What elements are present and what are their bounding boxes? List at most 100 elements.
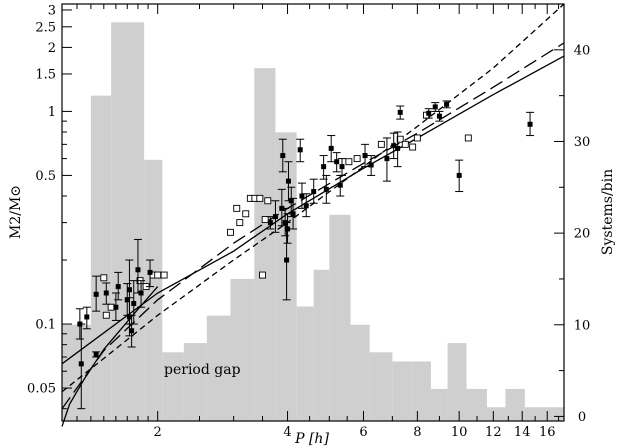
x-tick-label: 14 — [514, 425, 531, 440]
histogram-bar — [542, 407, 564, 421]
filled-square-point — [147, 269, 153, 275]
filled-square-point — [299, 193, 305, 199]
y2-axis-label: Systems/bin — [600, 169, 616, 255]
y2-tick-label: 40 — [574, 43, 591, 58]
y2-tick-label: 20 — [574, 227, 591, 242]
open-square-point — [464, 134, 472, 142]
histogram-bar — [430, 388, 448, 421]
filled-square-point — [93, 291, 99, 297]
fit-curve-solid — [61, 286, 159, 427]
filled-square-point — [395, 145, 401, 151]
histogram-bar — [254, 68, 276, 422]
filled-square-point — [131, 300, 137, 306]
histogram-bar — [296, 306, 314, 421]
open-square-point — [154, 271, 162, 279]
filled-square-point — [368, 162, 374, 168]
histogram-bar — [206, 315, 231, 421]
filled-square-point — [321, 164, 327, 170]
filled-square-point — [456, 172, 462, 178]
filled-square-point — [391, 143, 397, 149]
filled-square-point — [436, 113, 442, 119]
filled-square-point — [362, 153, 368, 159]
filled-square-point — [323, 186, 329, 192]
filled-square-point — [334, 159, 340, 165]
open-square-point — [107, 303, 115, 311]
filled-square-point — [290, 211, 296, 217]
y-tick-label: 1 — [48, 105, 56, 120]
x-tick-label: 6 — [359, 425, 367, 440]
y-tick-label: 2.5 — [35, 20, 56, 35]
filled-square-point — [297, 147, 303, 153]
y-tick-label: 0.05 — [27, 382, 56, 397]
x-tick-label: 16 — [539, 425, 556, 440]
histogram-bar — [162, 352, 184, 421]
filled-square-point — [113, 304, 119, 310]
histogram-bar — [392, 361, 413, 421]
filled-square-point — [129, 328, 135, 334]
open-square-point — [377, 140, 385, 148]
histogram-bar — [505, 388, 525, 421]
histogram-bars — [62, 22, 564, 422]
filled-square-point — [285, 178, 291, 184]
filled-square-point — [138, 290, 144, 296]
open-square-point — [261, 216, 269, 224]
filled-square-point — [444, 101, 450, 107]
filled-square-point — [303, 203, 309, 209]
open-square-point — [353, 155, 361, 163]
histogram-bar — [90, 95, 112, 422]
filled-square-point — [272, 214, 278, 220]
x-axis-label: P [h] — [294, 431, 329, 447]
open-square-point — [256, 194, 264, 202]
y-tick-label: 0.1 — [35, 318, 56, 333]
filled-square-point — [115, 284, 121, 290]
fit-curve-short-dash — [61, 3, 565, 393]
histogram-bar — [447, 343, 467, 421]
histogram-bar — [329, 214, 351, 421]
filled-square-point — [93, 351, 99, 357]
y-tick-label: 0.5 — [35, 169, 56, 184]
open-square-point — [345, 158, 353, 166]
filled-square-point — [280, 153, 286, 159]
filled-square-point — [288, 198, 294, 204]
histogram-bar — [144, 159, 163, 422]
filled-square-point — [328, 145, 334, 151]
filled-square-point — [126, 287, 132, 293]
data-points — [75, 100, 535, 410]
open-square-point — [160, 271, 168, 279]
filled-square-point — [527, 121, 533, 127]
filled-square-point — [285, 226, 291, 232]
filled-square-point — [103, 290, 109, 296]
plot-frame — [61, 3, 565, 422]
histogram-bar — [369, 352, 393, 421]
filled-square-point — [337, 182, 343, 188]
open-square-point — [102, 311, 110, 319]
histogram-bar — [111, 22, 145, 421]
histogram-bar — [313, 269, 330, 421]
histogram-bar — [524, 407, 543, 421]
open-square-point — [227, 228, 234, 236]
open-square-point — [236, 219, 244, 227]
y2-tick-label: 0 — [578, 410, 586, 425]
filled-square-point — [384, 156, 390, 162]
filled-square-point — [77, 321, 83, 327]
open-square-point — [409, 143, 417, 151]
histogram-bar — [183, 343, 207, 421]
x-tick-label: 10 — [451, 425, 468, 440]
histogram-bar — [486, 407, 506, 421]
filled-square-point — [432, 104, 438, 110]
filled-square-point — [397, 109, 403, 115]
filled-square-point — [84, 314, 90, 320]
histogram-bar — [275, 132, 297, 422]
histogram-bar — [412, 361, 431, 421]
open-square-point — [413, 134, 421, 142]
histogram-bar — [466, 388, 487, 421]
period-gap-annotation: period gap — [164, 362, 241, 378]
open-square-point — [100, 274, 108, 282]
filled-square-point — [284, 257, 290, 263]
y-axis-label: M2/M⊙ — [8, 185, 24, 239]
y2-tick-label: 30 — [574, 135, 591, 150]
y-tick-label: 1.5 — [35, 67, 56, 82]
open-square-point — [259, 271, 266, 279]
filled-square-point — [311, 189, 317, 195]
